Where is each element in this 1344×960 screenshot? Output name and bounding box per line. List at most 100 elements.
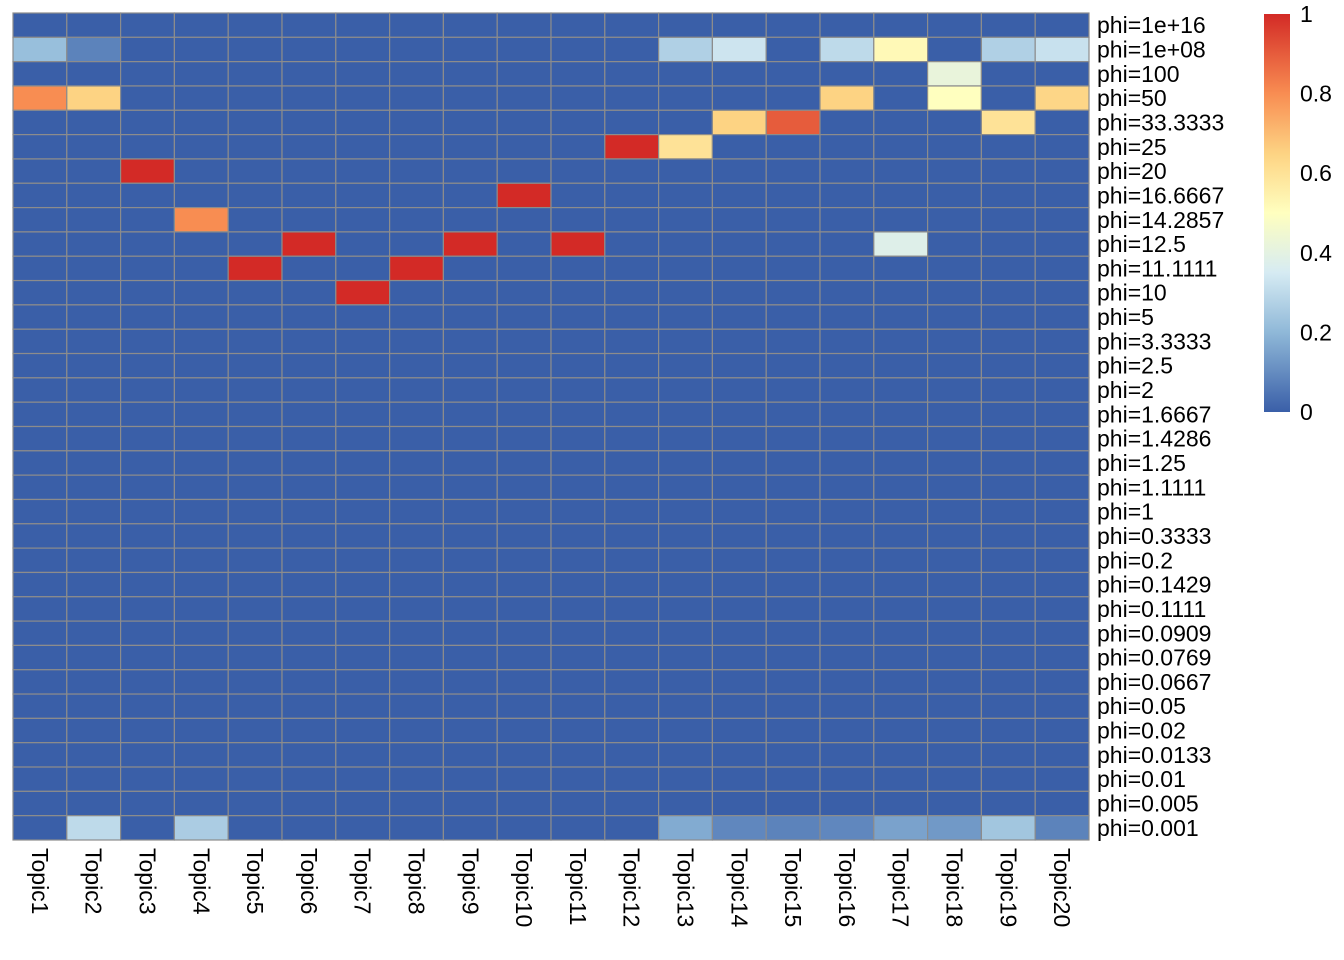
heatmap-cell	[604, 279, 660, 306]
heatmap-cell	[119, 61, 175, 87]
heatmap-cell	[66, 523, 122, 549]
heatmap-cell	[550, 620, 606, 647]
column-label: Topic4	[188, 848, 214, 915]
heatmap-cell	[1034, 352, 1090, 379]
heatmap-cell	[980, 571, 1036, 598]
heatmap-cell	[980, 693, 1036, 719]
heatmap-cell	[819, 815, 875, 841]
heatmap-cell	[926, 12, 982, 38]
heatmap-cell	[66, 36, 122, 63]
heatmap-cell	[173, 815, 229, 841]
heatmap-cell	[604, 474, 660, 501]
heatmap-cell	[819, 328, 875, 355]
heatmap-cell	[819, 474, 875, 501]
heatmap-cell	[119, 450, 175, 476]
heatmap-cell	[227, 12, 283, 38]
heatmap-cell	[389, 134, 445, 160]
heatmap-cell	[12, 134, 68, 160]
heatmap-cell	[496, 693, 552, 719]
row-label: phi=1.6667	[1097, 401, 1211, 427]
heatmap-cell	[66, 85, 122, 111]
column-label: Topic1	[27, 848, 53, 914]
heatmap-cell	[496, 352, 552, 379]
heatmap-cell	[550, 742, 606, 768]
heatmap-cell	[227, 571, 283, 598]
heatmap-cell	[550, 328, 606, 355]
column-label: Topic5	[242, 848, 268, 914]
heatmap-cell	[119, 498, 175, 525]
heatmap-cell	[119, 328, 175, 355]
heatmap-cell	[442, 620, 498, 647]
heatmap-cell	[604, 742, 660, 768]
heatmap-cell	[765, 182, 821, 209]
heatmap-cell	[1034, 279, 1090, 306]
heatmap-cell	[66, 182, 122, 209]
heatmap-cell	[442, 571, 498, 598]
heatmap-cell	[550, 450, 606, 476]
heatmap-cell	[12, 352, 68, 379]
heatmap-cell	[926, 571, 982, 598]
heatmap-cell	[12, 742, 68, 768]
heatmap-cell	[711, 377, 767, 403]
heatmap-cell	[873, 61, 929, 87]
heatmap-cell	[1034, 523, 1090, 549]
heatmap-cell	[765, 206, 821, 233]
heatmap-cell	[926, 693, 982, 719]
heatmap-cell	[980, 474, 1036, 501]
heatmap-cell	[657, 669, 713, 695]
heatmap-cell	[442, 742, 498, 768]
heatmap-cell	[442, 12, 498, 38]
heatmap-cell	[657, 304, 713, 330]
heatmap-cell	[657, 547, 713, 574]
row-labels: phi=1e+16phi=1e+08phi=100phi=50phi=33.33…	[1097, 12, 1224, 841]
heatmap-cell	[227, 304, 283, 330]
heatmap-cell	[1034, 36, 1090, 63]
heatmap-cell	[926, 255, 982, 282]
heatmap-cell	[442, 36, 498, 63]
heatmap-cell	[980, 547, 1036, 574]
heatmap-cell	[873, 717, 929, 744]
heatmap-cell	[335, 815, 391, 841]
heatmap-cell	[604, 717, 660, 744]
heatmap-cell	[657, 717, 713, 744]
heatmap-cell	[657, 158, 713, 184]
heatmap-cell	[980, 304, 1036, 330]
heatmap-cell	[442, 255, 498, 282]
heatmap-cell	[227, 547, 283, 574]
heatmap-cell	[873, 182, 929, 209]
heatmap-cell	[496, 815, 552, 841]
heatmap-cell	[442, 523, 498, 549]
heatmap-cell	[711, 571, 767, 598]
heatmap-cell	[173, 425, 229, 452]
heatmap-cell	[389, 401, 445, 428]
heatmap-cell	[335, 620, 391, 647]
heatmap-cell	[227, 352, 283, 379]
heatmap-cell	[173, 669, 229, 695]
heatmap-cell	[873, 498, 929, 525]
row-label: phi=25	[1097, 134, 1167, 160]
heatmap-cell	[550, 498, 606, 525]
heatmap-cell	[873, 158, 929, 184]
heatmap-cell	[657, 425, 713, 452]
heatmap-cell	[1034, 401, 1090, 428]
heatmap-cell	[657, 377, 713, 403]
heatmap-cell	[66, 644, 122, 671]
heatmap-cell	[227, 279, 283, 306]
heatmap-cell	[119, 523, 175, 549]
heatmap-cell	[819, 182, 875, 209]
heatmap-cell	[227, 498, 283, 525]
heatmap-cell	[389, 596, 445, 622]
heatmap-cell	[980, 815, 1036, 841]
heatmap-cell	[281, 109, 337, 136]
heatmap-cell	[1034, 815, 1090, 841]
heatmap-cell	[657, 523, 713, 549]
heatmap-cell	[550, 669, 606, 695]
heatmap-cell	[173, 523, 229, 549]
heatmap-cell	[281, 717, 337, 744]
heatmap-cell	[281, 815, 337, 841]
heatmap-cell	[12, 474, 68, 501]
heatmap-cell	[389, 304, 445, 330]
heatmap-cell	[119, 766, 175, 792]
heatmap-cell	[335, 158, 391, 184]
heatmap-cell	[819, 571, 875, 598]
